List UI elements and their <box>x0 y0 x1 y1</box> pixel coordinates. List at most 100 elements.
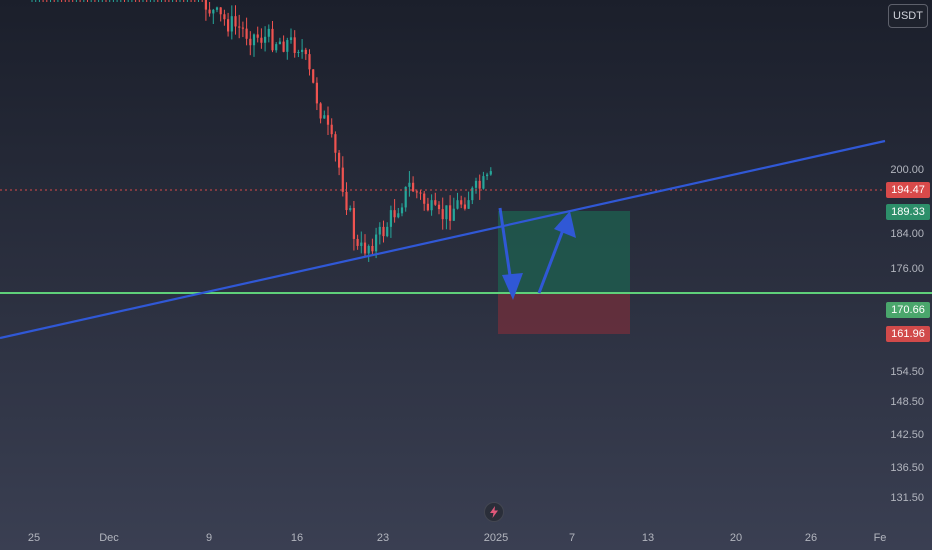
candle-body <box>445 205 448 220</box>
y-tick-label: 184.00 <box>890 228 924 240</box>
candle-body <box>367 245 370 254</box>
candle-body <box>378 226 381 235</box>
target-price-tag: 189.33 <box>886 204 930 220</box>
candle-body <box>441 209 444 220</box>
candle-body <box>301 49 304 52</box>
candle-body <box>341 167 344 192</box>
y-tick-label: 148.50 <box>890 396 924 408</box>
candle-body <box>419 192 422 194</box>
candle-body <box>267 28 270 37</box>
candle-body <box>249 38 252 46</box>
y-tick-label: 131.50 <box>890 492 924 504</box>
candle-body <box>408 182 411 187</box>
candle-body <box>482 176 485 189</box>
x-tick-label: 2025 <box>484 532 508 544</box>
candle-body <box>241 27 244 29</box>
candle-body <box>234 16 237 27</box>
candle-body <box>371 245 374 252</box>
x-tick-label: 26 <box>805 532 817 544</box>
candle-body <box>449 205 452 221</box>
y-tick-label: 176.00 <box>890 263 924 275</box>
candle-body <box>323 115 326 119</box>
candle-body <box>312 69 315 83</box>
trendline[interactable] <box>0 139 886 340</box>
stop-price-tag: 161.96 <box>886 326 930 342</box>
candle-body <box>334 134 337 153</box>
candle-body <box>245 28 248 39</box>
currency-button[interactable]: USDT <box>888 4 928 28</box>
candle-body <box>404 186 407 208</box>
candle-body <box>223 14 226 20</box>
candle-body <box>452 208 455 221</box>
stop-zone <box>498 293 630 334</box>
y-tick-label: 200.00 <box>890 164 924 176</box>
candle-body <box>204 0 207 10</box>
last-price-tag: 194.47 <box>886 182 930 198</box>
candle-body <box>456 200 459 209</box>
x-tick-label: 9 <box>206 532 212 544</box>
candle-body <box>412 182 415 192</box>
candle-body <box>389 210 392 227</box>
candles-layer <box>31 0 492 262</box>
up-arrow-icon <box>554 211 576 238</box>
candle-body <box>471 187 474 201</box>
candle-body <box>478 180 481 189</box>
candle-body <box>356 238 359 246</box>
x-tick-label: 16 <box>291 532 303 544</box>
candle-body <box>360 242 363 246</box>
candle-body <box>423 193 426 204</box>
y-tick-label: 154.50 <box>890 366 924 378</box>
down-arrow-icon <box>502 273 523 300</box>
candle-body <box>212 9 215 14</box>
x-axis: 25 Dec 9 16 23 2025 7 13 20 26 Fe <box>28 532 887 544</box>
candle-body <box>252 34 256 46</box>
candle-body <box>208 9 211 14</box>
x-tick-label: 13 <box>642 532 654 544</box>
candle-body <box>375 234 378 252</box>
y-axis: 200.00 184.00 176.00 154.50 148.50 142.50 136.… <box>890 164 924 504</box>
candle-body <box>463 204 466 209</box>
candle-body <box>286 40 289 52</box>
candle-body <box>271 28 274 51</box>
candle-body <box>330 124 333 135</box>
x-tick-label: 25 <box>28 532 40 544</box>
bolt-logo-icon <box>484 502 504 522</box>
candle-body <box>415 191 418 193</box>
candle-body <box>386 226 389 237</box>
support-price-tag: 170.66 <box>886 302 930 318</box>
candle-body <box>315 82 318 104</box>
candle-body <box>293 37 296 53</box>
candle-body <box>426 203 429 211</box>
candle-body <box>219 7 222 15</box>
candle-body <box>227 19 230 32</box>
candle-body <box>338 152 341 168</box>
candle-body <box>289 37 293 41</box>
x-tick-label: 23 <box>377 532 389 544</box>
candle-body <box>238 26 241 28</box>
candle-body <box>304 49 307 55</box>
candle-body <box>460 200 463 205</box>
candle-body <box>437 204 441 210</box>
candle-body <box>308 54 311 70</box>
candle-body <box>382 226 385 237</box>
candle-body <box>363 242 367 254</box>
candle-body <box>230 16 233 32</box>
candle-body <box>486 174 489 177</box>
candle-body <box>489 171 492 175</box>
y-tick-label: 136.50 <box>890 462 924 474</box>
y-tick-label: 142.50 <box>890 429 924 441</box>
x-tick-label: Fe <box>874 532 887 544</box>
x-tick-label: 20 <box>730 532 742 544</box>
x-tick-label: 7 <box>569 532 575 544</box>
candle-body <box>349 208 352 211</box>
candle-body <box>397 213 400 218</box>
candle-body <box>400 207 404 214</box>
candle-body <box>326 115 330 125</box>
candle-body <box>467 200 470 209</box>
candle-body <box>215 7 219 10</box>
candle-body <box>256 34 259 38</box>
x-tick-label: Dec <box>99 532 119 544</box>
up-arrow-shaft <box>537 221 568 294</box>
